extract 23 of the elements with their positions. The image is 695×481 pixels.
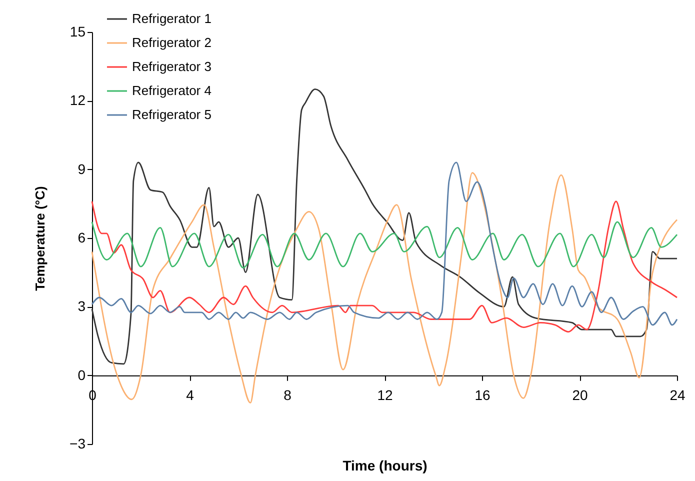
x-tick-label: 12 xyxy=(377,386,393,403)
y-tick-label: 15 xyxy=(70,24,86,40)
x-tick-label: 8 xyxy=(284,386,292,403)
line-series xyxy=(91,221,678,268)
x-axis-title: Time (hours) xyxy=(342,458,428,474)
legend-label: Refrigerator 1 xyxy=(132,11,212,26)
legend-label: Refrigerator 5 xyxy=(132,107,212,122)
line-series xyxy=(91,162,678,326)
x-tick-label: 24 xyxy=(670,386,686,403)
line-series xyxy=(91,200,678,333)
y-tick-label: 0 xyxy=(78,366,86,383)
x-tick-label: 16 xyxy=(474,386,490,403)
y-tick-label: 12 xyxy=(70,92,86,108)
legend-label: Refrigerator 4 xyxy=(132,83,212,98)
legend-label: Refrigerator 2 xyxy=(132,35,212,50)
legend-label: Refrigerator 3 xyxy=(132,59,212,74)
y-tick-label: 6 xyxy=(78,230,86,246)
y-tick-label: 9 xyxy=(78,160,86,177)
y-axis-title: Temperature (°C) xyxy=(32,186,48,291)
y-tick-label: −3 xyxy=(70,436,86,452)
x-tick-label: 4 xyxy=(186,386,194,403)
y-tick-label: 3 xyxy=(78,298,86,314)
x-tick-label: 20 xyxy=(572,386,588,403)
